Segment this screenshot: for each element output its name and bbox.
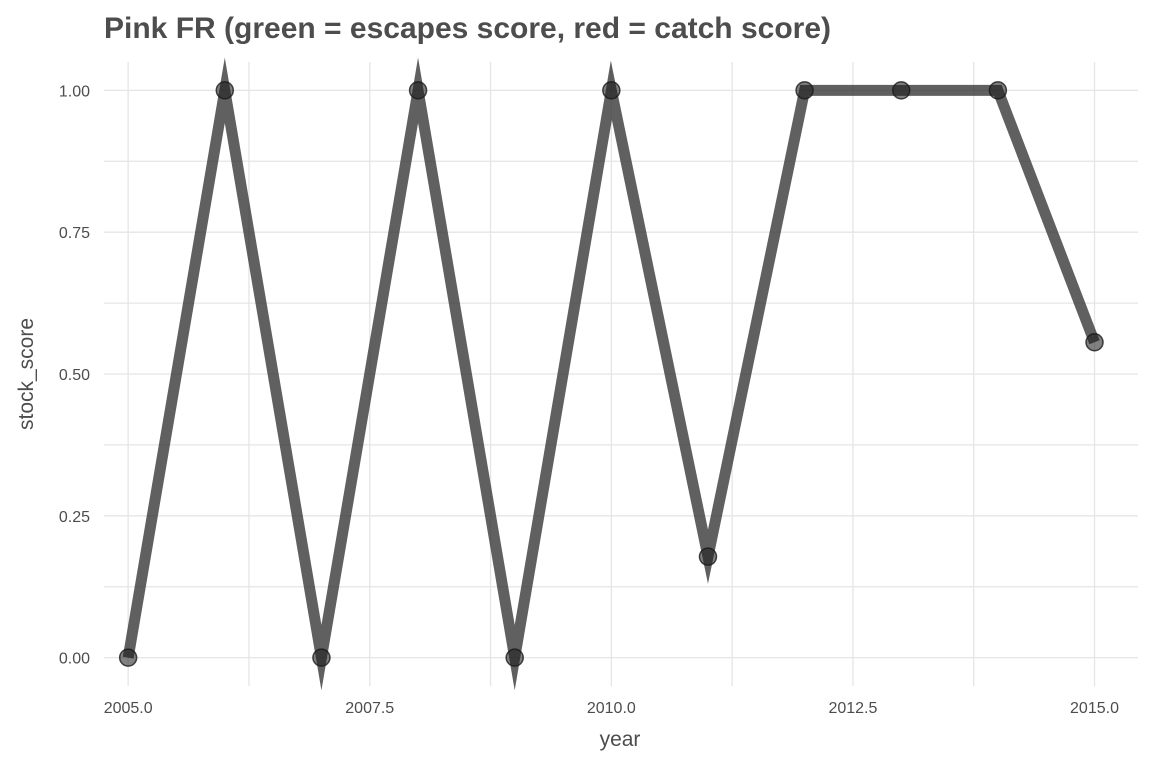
y-tick-label: 0.00 <box>59 651 90 668</box>
y-axis-ticks: 0.00 0.25 0.50 0.75 1.00 <box>59 83 90 667</box>
data-point <box>988 81 1008 100</box>
x-tick-label: 2007.5 <box>345 700 394 717</box>
data-point <box>1085 332 1104 352</box>
data-point <box>408 81 428 100</box>
data-point <box>215 81 235 100</box>
data-point <box>602 81 621 100</box>
x-axis-ticks: 2005.0 2007.5 2010.0 2012.5 2015.0 <box>104 700 1119 717</box>
x-tick-label: 2005.0 <box>104 700 153 717</box>
x-tick-label: 2012.5 <box>828 700 877 717</box>
y-tick-label: 0.75 <box>59 225 90 242</box>
y-tick-label: 0.50 <box>59 367 90 384</box>
x-axis-title: year <box>600 728 641 751</box>
x-tick-label: 2010.0 <box>587 700 636 717</box>
data-point <box>795 81 814 100</box>
data-point <box>698 547 718 566</box>
y-tick-label: 0.25 <box>59 509 90 526</box>
series-points <box>118 81 1104 667</box>
data-point <box>118 648 138 667</box>
y-axis-title: stock_score <box>15 318 38 430</box>
grid <box>104 62 1138 686</box>
x-tick-label: 2015.0 <box>1070 700 1119 717</box>
chart-title: Pink FR (green = escapes score, red = ca… <box>104 12 831 45</box>
data-point <box>312 648 331 667</box>
data-point <box>505 648 524 667</box>
y-tick-label: 1.00 <box>59 83 90 100</box>
data-point <box>891 81 911 100</box>
